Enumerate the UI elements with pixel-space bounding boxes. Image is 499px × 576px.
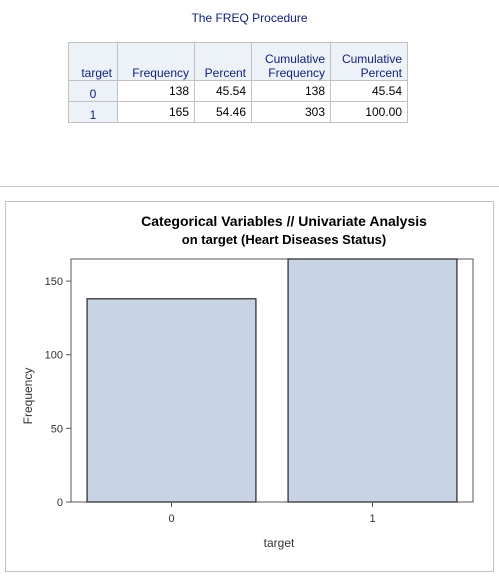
header-cumulative-percent-line2: Percent <box>360 66 402 80</box>
header-cumulative-frequency-line2: Frequency <box>268 66 325 80</box>
table-row: 1 165 54.46 303 100.00 <box>68 101 408 123</box>
y-tick-label: 100 <box>45 350 63 362</box>
frequency-table: target Frequency Percent Cumulative Frequ… <box>68 42 408 123</box>
row-cumulative-percent: 45.54 <box>330 80 408 102</box>
bar-0 <box>86 298 257 503</box>
y-axis-label: Frequency <box>21 368 35 425</box>
bar-chart: Categorical Variables // Univariate Anal… <box>21 213 474 550</box>
x-tick-label: 0 <box>168 513 174 525</box>
header-cumulative-percent: Cumulative Percent <box>330 42 408 81</box>
x-axis-label: target <box>264 536 295 550</box>
y-tick-label: 0 <box>57 497 63 509</box>
y-tick-label: 150 <box>45 276 63 288</box>
table-header-row: target Frequency Percent Cumulative Frequ… <box>68 42 408 81</box>
row-frequency: 138 <box>117 80 195 102</box>
row-cumulative-frequency: 303 <box>251 101 331 123</box>
x-tick-label: 1 <box>369 513 375 525</box>
header-cumulative-percent-line1: Cumulative <box>341 52 402 66</box>
header-cumulative-frequency: Cumulative Frequency <box>251 42 331 81</box>
section-divider <box>0 186 499 187</box>
plot-area: 0 50 100 150 0 1 <box>45 258 474 525</box>
header-target: target <box>68 42 118 81</box>
header-percent: Percent <box>194 42 252 81</box>
table-row: 0 138 45.54 138 45.54 <box>68 80 408 102</box>
header-frequency: Frequency <box>117 42 195 81</box>
row-percent: 54.46 <box>194 101 252 123</box>
row-cumulative-frequency: 138 <box>251 80 331 102</box>
header-cumulative-frequency-line1: Cumulative <box>264 52 325 66</box>
chart-subtitle: on target (Heart Diseases Status) <box>182 232 386 247</box>
row-frequency: 165 <box>117 101 195 123</box>
procedure-title: The FREQ Procedure <box>191 11 308 25</box>
row-cumulative-percent: 100.00 <box>330 101 408 123</box>
plot-frame <box>70 258 474 503</box>
row-target-value: 1 <box>68 101 118 123</box>
row-target-value: 0 <box>68 80 118 102</box>
y-tick-label: 50 <box>51 423 63 435</box>
bar-chart-panel: Categorical Variables // Univariate Anal… <box>5 201 494 572</box>
chart-title: Categorical Variables // Univariate Anal… <box>141 213 427 229</box>
bar-1 <box>287 258 458 503</box>
row-percent: 45.54 <box>194 80 252 102</box>
